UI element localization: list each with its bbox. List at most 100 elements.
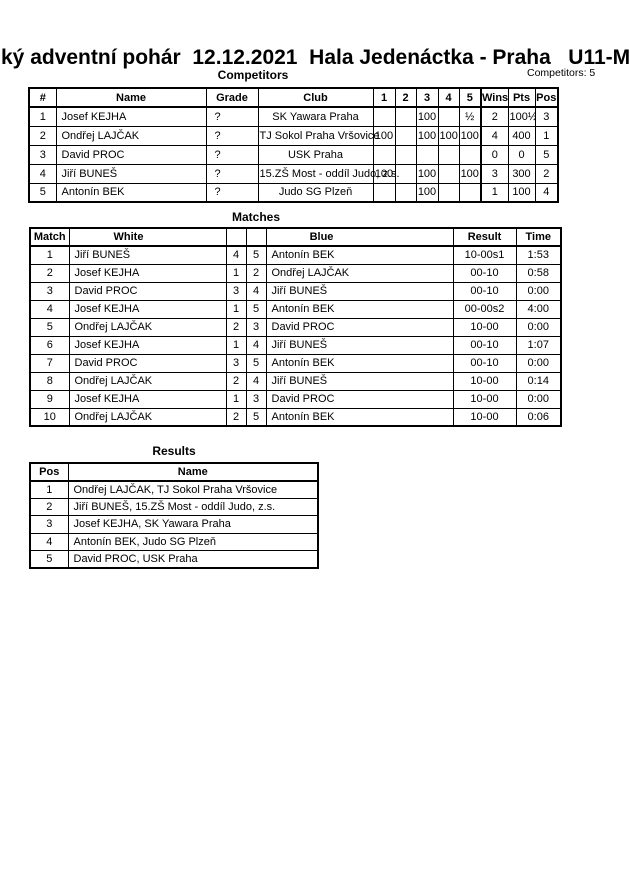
blue-name: Ondřej LAJČAK	[265, 263, 454, 283]
competitor-row: 1 Josef KEJHA ? SK Yawara Praha 100 ½ 2 …	[28, 106, 559, 127]
competitor-number: 1	[28, 106, 57, 127]
blue-draw-number: 3	[245, 389, 267, 409]
competitor-pos: 2	[534, 163, 559, 184]
match-row: 6 Josef KEJHA 1 4 Jiří BUNEŠ 00-10 1:07	[29, 335, 562, 355]
blue-name: Antonín BEK	[265, 407, 454, 427]
blue-name: Jiří BUNEŠ	[265, 371, 454, 391]
white-name: Josef KEJHA	[68, 263, 227, 283]
white-name: David PROC	[68, 353, 227, 373]
blue-name: Jiří BUNEŠ	[265, 335, 454, 355]
score-vs-1	[372, 106, 396, 127]
col-header-name: Name	[55, 87, 207, 108]
blue-draw-number: 2	[245, 263, 267, 283]
competitor-wins: 3	[480, 163, 509, 184]
white-name: Josef KEJHA	[68, 389, 227, 409]
blue-draw-number: 4	[245, 335, 267, 355]
match-result: 10-00	[452, 389, 517, 409]
match-number: 8	[29, 371, 70, 391]
score-vs-4	[437, 144, 460, 165]
score-vs-4	[437, 182, 460, 203]
match-number: 6	[29, 335, 70, 355]
col-header-grade: Grade	[205, 87, 259, 108]
blue-draw-number: 5	[245, 299, 267, 319]
match-result: 10-00	[452, 371, 517, 391]
white-draw-number: 2	[225, 317, 247, 337]
white-draw-number: 3	[225, 281, 247, 301]
match-number: 2	[29, 263, 70, 283]
competitor-number: 3	[28, 144, 57, 165]
col-header-blue-number	[245, 227, 267, 247]
match-row: 1 Jiří BUNEŠ 4 5 Antonín BEK 10-00s1 1:5…	[29, 245, 562, 265]
col-header-blue: Blue	[265, 227, 454, 247]
score-vs-1	[372, 182, 396, 203]
white-name: Ondřej LAJČAK	[68, 317, 227, 337]
col-header-wins: Wins	[480, 87, 509, 108]
competitor-row: 5 Antonín BEK ? Judo SG Plzeň 100 1 100 …	[28, 182, 559, 203]
match-row: 8 Ondřej LAJČAK 2 4 Jiří BUNEŠ 10-00 0:1…	[29, 371, 562, 391]
blue-draw-number: 5	[245, 353, 267, 373]
blue-draw-number: 5	[245, 245, 267, 265]
competitor-wins: 0	[480, 144, 509, 165]
blue-draw-number: 5	[245, 407, 267, 427]
match-result: 00-10	[452, 263, 517, 283]
col-header-pos: Pos	[534, 87, 559, 108]
score-vs-2	[394, 144, 417, 165]
competitors-table: # Name Grade Club 1 2 3 4 5 Wins Pts Pos…	[28, 87, 559, 203]
score-vs-1	[372, 144, 396, 165]
competitor-grade: ?	[205, 125, 259, 146]
competitor-pts: 400	[507, 125, 536, 146]
competitor-row: 2 Ondřej LAJČAK ? TJ Sokol Praha Vršovic…	[28, 125, 559, 146]
competitor-name: Jiří BUNEŠ	[55, 163, 207, 184]
match-number: 9	[29, 389, 70, 409]
result-name: David PROC, USK Praha	[67, 550, 319, 569]
white-draw-number: 4	[225, 245, 247, 265]
competitor-club: 15.ZŠ Most - oddíl Judo, z.s.	[257, 163, 400, 184]
match-result: 10-00	[452, 317, 517, 337]
white-draw-number: 3	[225, 353, 247, 373]
match-result: 00-10	[452, 353, 517, 373]
match-time: 0:00	[515, 281, 562, 301]
score-vs-4: 100	[437, 125, 460, 146]
competitor-name: Ondřej LAJČAK	[55, 125, 207, 146]
match-number: 7	[29, 353, 70, 373]
competitor-wins: 1	[480, 182, 509, 203]
competitor-pts: 100½	[507, 106, 536, 127]
match-number: 4	[29, 299, 70, 319]
score-vs-5: ½	[458, 106, 482, 127]
result-row: 4 Antonín BEK, Judo SG Plzeň	[29, 532, 319, 551]
white-name: Josef KEJHA	[68, 299, 227, 319]
match-result: 10-00	[452, 407, 517, 427]
competitor-club: TJ Sokol Praha Vršovice	[257, 125, 380, 146]
page-title: ký adventní pohár 12.12.2021 Hala Jedená…	[1, 46, 630, 69]
match-time: 1:07	[515, 335, 562, 355]
competitor-grade: ?	[205, 144, 259, 165]
result-row: 3 Josef KEJHA, SK Yawara Praha	[29, 515, 319, 534]
col-header-white-number	[225, 227, 247, 247]
match-time: 0:06	[515, 407, 562, 427]
result-pos: 2	[29, 497, 69, 516]
match-time: 4:00	[515, 299, 562, 319]
col-header-2: 2	[394, 87, 417, 108]
match-number: 5	[29, 317, 70, 337]
white-name: Jiří BUNEŠ	[68, 245, 227, 265]
result-pos: 4	[29, 532, 69, 551]
competitor-pos: 4	[534, 182, 559, 203]
match-result: 10-00s1	[452, 245, 517, 265]
score-vs-2	[394, 106, 417, 127]
match-row: 3 David PROC 3 4 Jiří BUNEŠ 00-10 0:00	[29, 281, 562, 301]
competitors-section-title: Competitors	[217, 68, 289, 82]
col-header-club: Club	[257, 87, 374, 108]
matches-section-title: Matches	[231, 210, 281, 224]
matches-table: Match White Blue Result Time 1 Jiří BUNE…	[29, 227, 562, 427]
match-result: 00-00s2	[452, 299, 517, 319]
match-number: 3	[29, 281, 70, 301]
col-header-1: 1	[372, 87, 396, 108]
results-header-row: Pos Name	[29, 462, 319, 482]
result-name: Ondřej LAJČAK, TJ Sokol Praha Vršovice	[67, 480, 319, 499]
blue-draw-number: 4	[245, 371, 267, 391]
col-header-3: 3	[415, 87, 439, 108]
competitor-name: Antonín BEK	[55, 182, 207, 203]
white-draw-number: 1	[225, 263, 247, 283]
score-vs-3	[415, 144, 439, 165]
score-vs-1: 100	[372, 125, 396, 146]
